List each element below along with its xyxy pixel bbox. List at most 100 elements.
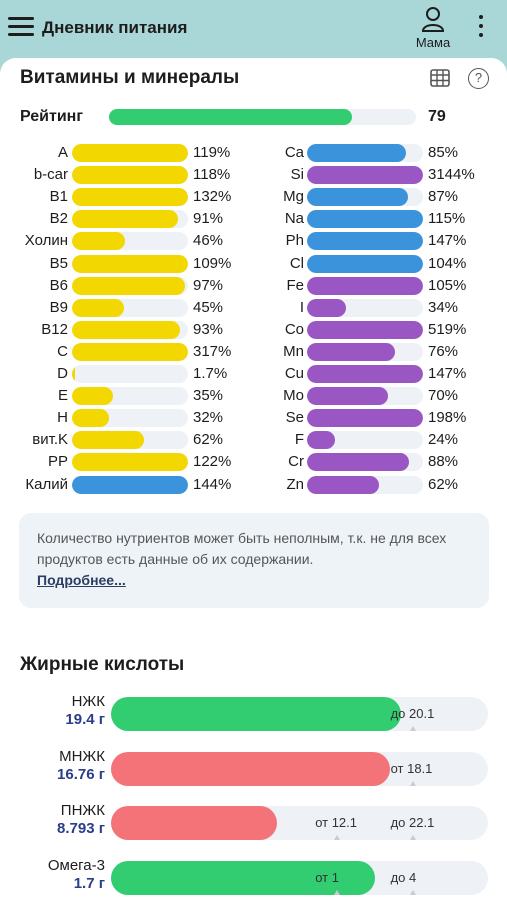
- nutrient-bar-fill: [307, 144, 406, 162]
- nutrient-label: Ca: [284, 144, 304, 161]
- profile-button[interactable]: Мама: [414, 6, 452, 50]
- nutrient-bar-fill: [72, 298, 125, 317]
- nutrient-label: Cu: [284, 365, 304, 382]
- nutrient-bar: [307, 188, 423, 207]
- nutrient-percent: 93%: [193, 320, 224, 338]
- fatty-acid-bar-fill: [111, 697, 402, 731]
- nutrient-label: b-car: [33, 166, 68, 184]
- fatty-acid-bar-fill: [111, 751, 390, 786]
- fatty-acid-threshold-label: до 4: [390, 869, 417, 885]
- nutrient-bar: [72, 320, 188, 339]
- fatty-acid-bar-fill: [111, 860, 375, 895]
- nutrient-percent: 198%: [428, 409, 467, 427]
- nutrient-percent: 109%: [193, 254, 232, 272]
- fatty-acid-value: 1.7 г: [73, 874, 105, 892]
- fatty-acid-bar: от 1 до 4: [111, 860, 488, 895]
- rating-label: Рейтинг: [20, 108, 84, 125]
- nutrient-bar-fill: [307, 409, 423, 428]
- nutrient-bar: [307, 232, 423, 251]
- nutrient-bar: [307, 166, 423, 185]
- nutrient-bar: [307, 276, 423, 295]
- nutrient-percent: 62%: [428, 475, 459, 493]
- nutrient-bar: [72, 342, 188, 361]
- nutrient-bar-fill: [307, 453, 410, 472]
- nutrient-row: B12 93%: [0, 320, 507, 339]
- profile-label: Мама: [415, 35, 451, 50]
- fatty-acid-value: 16.76 г: [57, 765, 105, 783]
- nutrient-label: Cr: [288, 453, 304, 471]
- info-note-text: Количество нутриентов может быть неполны…: [37, 530, 447, 567]
- nutrient-bar-fill: [307, 210, 423, 229]
- nutrient-row: B6 97%: [0, 276, 507, 295]
- nutrient-bar-fill: [72, 320, 180, 339]
- hamburger-menu-icon[interactable]: [8, 17, 34, 37]
- nutrient-row: C 317%: [0, 342, 507, 361]
- nutrient-bar: [307, 342, 423, 361]
- nutrient-percent: 35%: [193, 387, 224, 405]
- nutrient-row: I 34%: [0, 298, 507, 317]
- fatty-acid-threshold-tick: [334, 889, 341, 895]
- nutrient-label: Zn: [286, 475, 304, 493]
- nutrient-percent: 24%: [428, 431, 459, 449]
- nutrient-label: Si: [290, 166, 304, 184]
- table-view-icon[interactable]: [430, 69, 450, 87]
- fatty-acid-threshold-tick: [409, 780, 416, 786]
- more-info-link[interactable]: Подробнее...: [37, 572, 126, 588]
- rating-bar: [109, 109, 416, 125]
- nutrient-percent: 70%: [428, 387, 459, 405]
- nutrient-bar-fill: [72, 431, 144, 450]
- rating-value: 79: [428, 108, 446, 125]
- nutrient-bar: [307, 453, 423, 472]
- fatty-acid-threshold-label: от 1: [315, 869, 339, 885]
- fatty-acid-row: Омега-3 1.7 г от 1 до 4: [0, 857, 507, 897]
- nutrient-bar-fill: [307, 188, 408, 207]
- nutrient-percent: 3144%: [428, 166, 475, 184]
- nutrient-percent: 34%: [428, 298, 459, 316]
- nutrient-label: PP: [47, 453, 68, 471]
- nutrient-bar-fill: [72, 342, 188, 361]
- fatty-acid-threshold-label: от 18.1: [390, 760, 433, 776]
- fatty-acid-threshold-tick: [409, 726, 416, 731]
- nutrient-percent: 144%: [193, 475, 232, 493]
- nutrient-label: D: [57, 365, 68, 382]
- nutrient-bar: [307, 365, 423, 383]
- nutrient-label: E: [57, 387, 68, 405]
- nutrient-label: Калий: [25, 475, 68, 493]
- nutrient-bar: [72, 254, 188, 273]
- nutrient-bar-fill: [72, 188, 188, 207]
- nutrient-bar-fill: [72, 232, 126, 251]
- fatty-acid-bar: от 12.1 до 22.1: [111, 806, 488, 840]
- nutrient-label: B1: [49, 188, 68, 206]
- fatty-acid-threshold-label: от 12.1: [315, 815, 357, 830]
- nutrient-percent: 118%: [193, 166, 231, 184]
- nutrient-bar-fill: [72, 276, 185, 295]
- nutrient-row: Ph 147%: [0, 232, 507, 251]
- nutrient-label: H: [57, 409, 68, 427]
- nutrient-percent: 76%: [428, 342, 459, 360]
- nutrient-percent: 97%: [193, 276, 224, 294]
- more-options-icon[interactable]: [476, 15, 486, 41]
- fatty-acid-bar: до 20.1: [111, 697, 488, 731]
- nutrient-bar: [72, 166, 188, 185]
- nutrient-row: Калий 144%: [0, 475, 507, 494]
- nutrient-row: b-car 118%: [0, 166, 507, 185]
- nutrient-bar-fill: [72, 254, 188, 273]
- nutrient-bar-fill: [72, 387, 113, 406]
- nutrient-label: F: [294, 431, 304, 449]
- nutrient-bar-fill: [307, 387, 389, 406]
- fatty-acids-section-title: Жирные кислоты: [20, 654, 185, 675]
- nutrient-bar: [72, 453, 188, 472]
- help-icon[interactable]: ?: [468, 68, 489, 89]
- nutrient-percent: 32%: [193, 409, 224, 427]
- fatty-acid-bar-fill: [111, 806, 277, 840]
- nutrient-bar-fill: [307, 254, 423, 273]
- nutrient-label: B2: [49, 210, 68, 228]
- user-icon: [421, 7, 445, 32]
- nutrient-label: Mg: [283, 188, 304, 206]
- nutrient-bar: [307, 409, 423, 428]
- nutrient-percent: 317%: [193, 342, 232, 360]
- nutrient-label: Se: [285, 409, 304, 427]
- nutrient-label: Co: [284, 320, 304, 338]
- nutrient-percent: 147%: [428, 232, 467, 250]
- nutrient-bar: [72, 475, 188, 494]
